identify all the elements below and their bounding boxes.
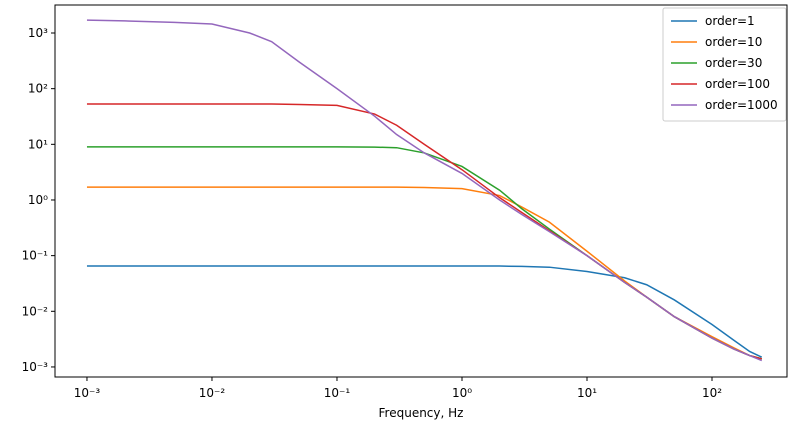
legend-box [662, 7, 787, 122]
series-line [86, 103, 762, 360]
plot-frame [54, 4, 788, 378]
x-tick-label: 10⁰ [452, 386, 472, 400]
legend-label: order=100 [705, 77, 770, 91]
legend-label: order=1 [705, 14, 755, 28]
x-tick-label: 10² [702, 386, 722, 400]
legend-label: order=30 [705, 56, 762, 70]
x-tick-label: 10⁻³ [74, 386, 101, 400]
legend-label: order=10 [705, 35, 762, 49]
series-line [86, 146, 762, 360]
y-tick-label: 10⁻¹ [22, 249, 49, 263]
series-line [86, 265, 763, 358]
x-tick-label: 10⁻¹ [324, 386, 351, 400]
y-tick-label: 10³ [28, 26, 48, 40]
series-line [86, 186, 762, 360]
x-tick-label: 10¹ [577, 386, 597, 400]
legend-label: order=1000 [705, 98, 778, 112]
y-tick-label: 10⁰ [28, 193, 48, 207]
x-tick-label: 10⁻² [199, 386, 226, 400]
series-line [86, 19, 763, 362]
y-tick-label: 10¹ [28, 137, 48, 151]
x-axis-label: Frequency, Hz [379, 406, 464, 420]
y-tick-label: 10⁻³ [22, 360, 49, 374]
y-tick-label: 10² [28, 82, 48, 96]
y-tick-label: 10⁻² [22, 304, 49, 318]
